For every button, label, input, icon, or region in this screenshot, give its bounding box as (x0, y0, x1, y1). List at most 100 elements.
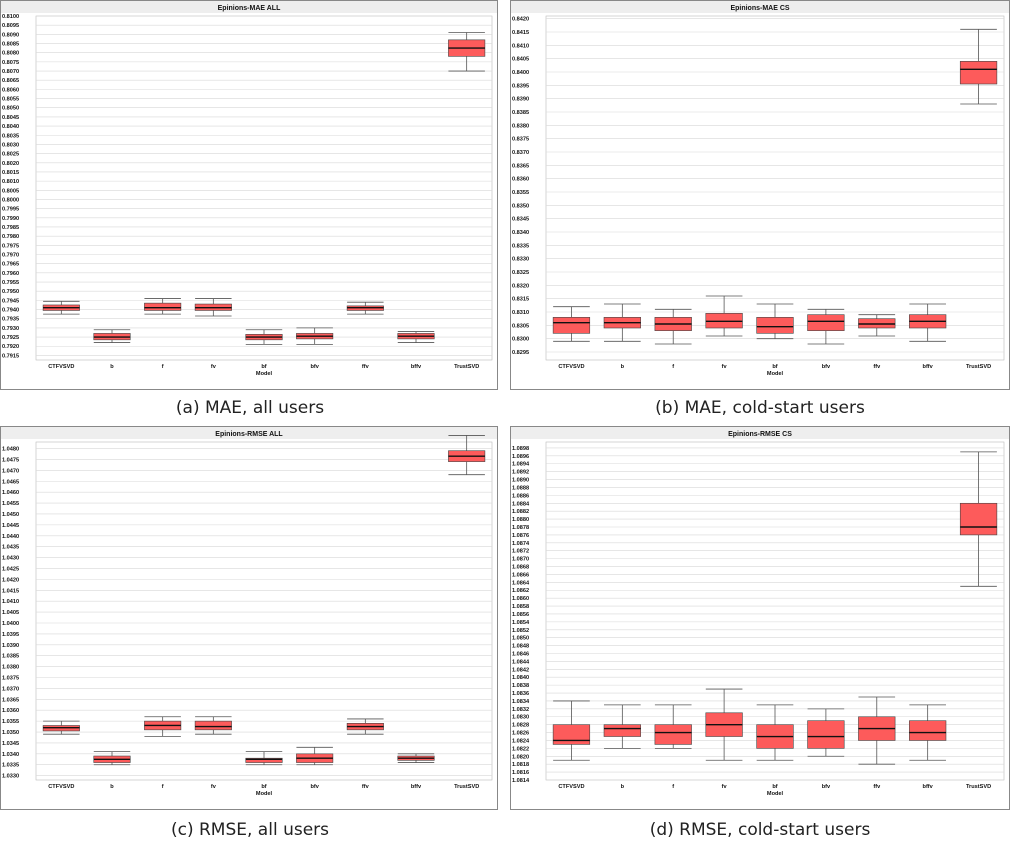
y-tick-label: 1.0828 (512, 723, 529, 729)
box-iqr (552, 724, 591, 745)
y-tick-label: 0.7925 (2, 335, 19, 341)
y-tick-label: 0.8415 (512, 30, 529, 36)
y-tick-label: 0.8360 (512, 177, 529, 183)
x-tick-label: bffv (923, 784, 934, 790)
box-b (93, 751, 131, 766)
y-tick-label: 1.0832 (512, 707, 529, 713)
x-tick-label: TrustSVD (966, 784, 991, 790)
box-ffv (858, 314, 896, 337)
y-tick-label: 0.8035 (2, 133, 19, 139)
y-tick-label: 1.0884 (512, 501, 530, 507)
y-tick-label: 0.8400 (512, 70, 529, 76)
box-bffv (909, 303, 947, 342)
x-tick-label: bffv (923, 364, 934, 370)
y-tick-label: 1.0870 (512, 557, 529, 563)
box-fv (705, 688, 743, 761)
y-tick-label: 1.0345 (2, 741, 19, 747)
box-ffv (346, 301, 384, 315)
box-iqr (194, 720, 232, 731)
chart-mae-all-svg: Epinions-MAE ALL 0.7915 0.7920 0.7925 0.7930… (0, 0, 498, 390)
x-tick-label: TrustSVD (966, 364, 991, 370)
y-tick-label: 0.8065 (2, 78, 19, 84)
x-tick-label: CTFVSVD (48, 784, 74, 790)
box-iqr (756, 317, 794, 334)
box-bfv (296, 327, 334, 345)
y-tick-label: 1.0390 (2, 643, 19, 649)
chart-panel-mae-cs: Epinions-MAE CS 0.8295 0.8300 0.8305 0.8310 0… (510, 0, 1010, 390)
y-tick-label: 1.0852 (512, 628, 529, 634)
x-tick-label: bfv (822, 364, 831, 370)
y-tick-label: 1.0858 (512, 604, 529, 610)
y-tick-label: 0.7980 (2, 234, 19, 240)
x-tick-label: b (110, 364, 114, 370)
y-tick-label: 1.0460 (2, 490, 19, 496)
y-tick-label: 0.7975 (2, 243, 19, 249)
y-tick-label: 1.0880 (512, 517, 529, 523)
y-tick-label: 1.0820 (512, 754, 529, 760)
x-tick-label: b (621, 364, 625, 370)
y-tick-label: 1.0890 (512, 478, 529, 484)
caption-mae-cs: (b) MAE, cold-start users (655, 398, 865, 418)
title-bar (511, 1, 1009, 13)
y-tick-label: 0.8375 (512, 137, 529, 143)
y-tick-label: 1.0480 (2, 447, 19, 453)
y-tick-label: 1.0395 (2, 632, 19, 638)
y-tick-label: 1.0878 (512, 525, 529, 531)
x-tick-label: fv (722, 784, 728, 790)
y-tick-label: 1.0888 (512, 485, 529, 491)
chart-title: Epinions-MAE CS (730, 5, 789, 12)
y-tick-label: 0.8330 (512, 257, 529, 263)
y-tick-label: 0.8085 (2, 42, 19, 48)
y-tick-label: 1.0894 (512, 462, 530, 468)
y-tick-label: 1.0375 (2, 676, 19, 682)
y-tick-label: 1.0854 (512, 620, 530, 626)
box-fv (194, 716, 232, 735)
x-tick-label: ffv (873, 364, 881, 370)
y-tick-label: 0.8000 (2, 197, 19, 203)
y-tick-label: 0.8015 (2, 170, 19, 176)
title-bar (1, 427, 497, 439)
box-iqr (552, 317, 591, 334)
y-tick-label: 1.0400 (2, 621, 19, 627)
box-bfv (807, 308, 845, 345)
caption-mae-all: (a) MAE, all users (175, 398, 325, 418)
y-tick-label: 0.8100 (2, 14, 19, 20)
y-tick-label: 0.8070 (2, 69, 19, 75)
y-tick-label: 1.0860 (512, 596, 529, 602)
y-tick-label: 0.8325 (512, 270, 529, 276)
y-tick-label: 1.0836 (512, 691, 529, 697)
y-tick-label: 0.8340 (512, 230, 529, 236)
x-tick-label: CTFVSVD (48, 364, 74, 370)
box-trustsvd (448, 435, 486, 476)
y-tick-label: 1.0410 (2, 599, 19, 605)
y-tick-label: 0.7935 (2, 317, 19, 323)
y-tick-label: 0.7950 (2, 289, 19, 295)
box-bf (756, 303, 794, 340)
y-tick-label: 1.0430 (2, 556, 19, 562)
y-tick-label: 1.0440 (2, 534, 19, 540)
x-tick-label: bfv (822, 784, 831, 790)
y-tick-label: 1.0864 (512, 580, 530, 586)
y-tick-label: 0.8075 (2, 60, 19, 66)
x-tick-label: ffv (362, 364, 370, 370)
box-ffv (346, 718, 384, 735)
y-tick-label: 1.0818 (512, 762, 529, 768)
y-tick-label: 1.0450 (2, 512, 19, 518)
y-tick-label: 0.8370 (512, 150, 529, 156)
y-tick-label: 0.8005 (2, 188, 19, 194)
box-bffv (397, 331, 435, 343)
y-tick-label: 1.0814 (512, 778, 530, 784)
box-fv (705, 295, 743, 337)
y-tick-label: 1.0415 (2, 588, 19, 594)
box-trustsvd (959, 28, 998, 105)
y-tick-label: 1.0872 (512, 549, 529, 555)
x-tick-label: ffv (362, 784, 370, 790)
y-tick-label: 0.7930 (2, 326, 19, 332)
box-f (144, 298, 182, 315)
title-bar (1, 1, 497, 13)
y-tick-label: 0.8295 (512, 350, 529, 356)
y-tick-label: 1.0816 (512, 770, 529, 776)
y-tick-label: 0.7960 (2, 271, 19, 277)
y-tick-label: 1.0876 (512, 533, 529, 539)
y-tick-label: 0.8320 (512, 283, 529, 289)
